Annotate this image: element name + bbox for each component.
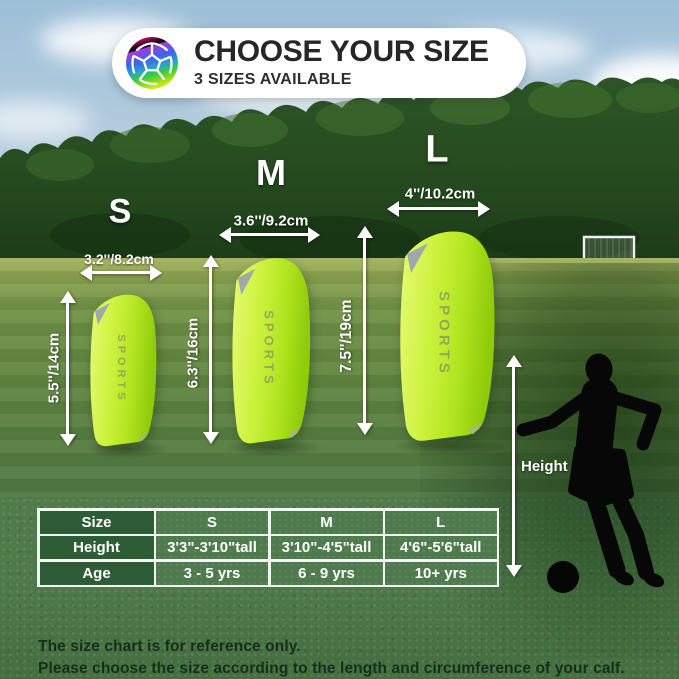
soccer-goal-icon bbox=[582, 235, 636, 262]
table-row-age-label: Age bbox=[39, 561, 154, 585]
header-banner: CHOOSE YOUR SIZE 3 SIZES AVAILABLE bbox=[112, 28, 526, 98]
size-letter-l: L bbox=[425, 128, 449, 171]
table-cell-height-s: 3'3"-3'10"tall bbox=[156, 536, 268, 559]
table-cell-age-s: 3 - 5 yrs bbox=[156, 561, 268, 585]
soccer-ball-icon bbox=[126, 37, 178, 89]
shin-guard-icon bbox=[232, 258, 311, 444]
table-cell-age-l: 10+ yrs bbox=[385, 561, 497, 585]
size-letter-m: M bbox=[256, 152, 286, 193]
disclaimer-line-1: The size chart is for reference only. bbox=[38, 638, 301, 655]
width-arrow-l bbox=[387, 200, 490, 217]
width-label-m: 3.6''/9.2cm bbox=[233, 212, 309, 230]
table-cell-height-l: 4'6"-5'6"tall bbox=[385, 536, 497, 559]
table-cell-age-m: 6 - 9 yrs bbox=[270, 561, 383, 585]
header-text-block: CHOOSE YOUR SIZE 3 SIZES AVAILABLE bbox=[194, 37, 489, 89]
table-header-size: Size bbox=[39, 510, 154, 534]
height-arrow-l bbox=[356, 226, 373, 435]
height-arrow-s bbox=[59, 291, 76, 446]
treeline-graphic bbox=[0, 77, 679, 275]
height-label-l: 7.5''/19cm bbox=[338, 299, 355, 373]
brand-label: SPORTS bbox=[261, 309, 276, 388]
table-row-height-label: Height bbox=[39, 536, 154, 559]
table-header-l: L bbox=[385, 510, 497, 534]
page-title: CHOOSE YOUR SIZE bbox=[194, 35, 489, 68]
shin-guard-medium: SPORTS bbox=[219, 249, 318, 448]
brand-label: SPORTS bbox=[435, 290, 453, 377]
brand-label: SPORTS bbox=[115, 333, 127, 404]
width-arrow-s bbox=[80, 264, 162, 281]
size-letter-s: S bbox=[108, 192, 132, 231]
width-label-s: 3.2''/8.2cm bbox=[84, 251, 154, 267]
disclaimer-note: The size chart is for reference only. Pl… bbox=[38, 636, 625, 679]
height-label-m: 6.3''/16cm bbox=[184, 317, 202, 389]
table-cell-height-m: 3'10"-4'5"tall bbox=[270, 536, 383, 559]
shin-guard-large: SPORTS bbox=[384, 221, 504, 446]
width-arrow-m bbox=[219, 226, 320, 243]
height-arrow-m bbox=[202, 255, 219, 444]
disclaimer-line-2: Please choose the size according to the … bbox=[38, 660, 625, 677]
table-header-s: S bbox=[156, 510, 268, 534]
player-height-arrow bbox=[505, 355, 522, 577]
page-subtitle: 3 SIZES AVAILABLE bbox=[194, 71, 352, 88]
shin-guard-small: SPORTS bbox=[79, 287, 163, 450]
table-header-m: M bbox=[270, 510, 383, 534]
shin-guard-icon bbox=[90, 294, 157, 447]
player-height-label: Height bbox=[521, 458, 568, 475]
width-label-l: 4''/10.2cm bbox=[404, 185, 476, 203]
height-label-s: 5.5''/14cm bbox=[45, 332, 63, 404]
size-chart-table: Size S M L Height 3'3"-3'10"tall 3'10"-4… bbox=[37, 508, 499, 587]
soccer-ball-black-icon bbox=[547, 561, 579, 593]
